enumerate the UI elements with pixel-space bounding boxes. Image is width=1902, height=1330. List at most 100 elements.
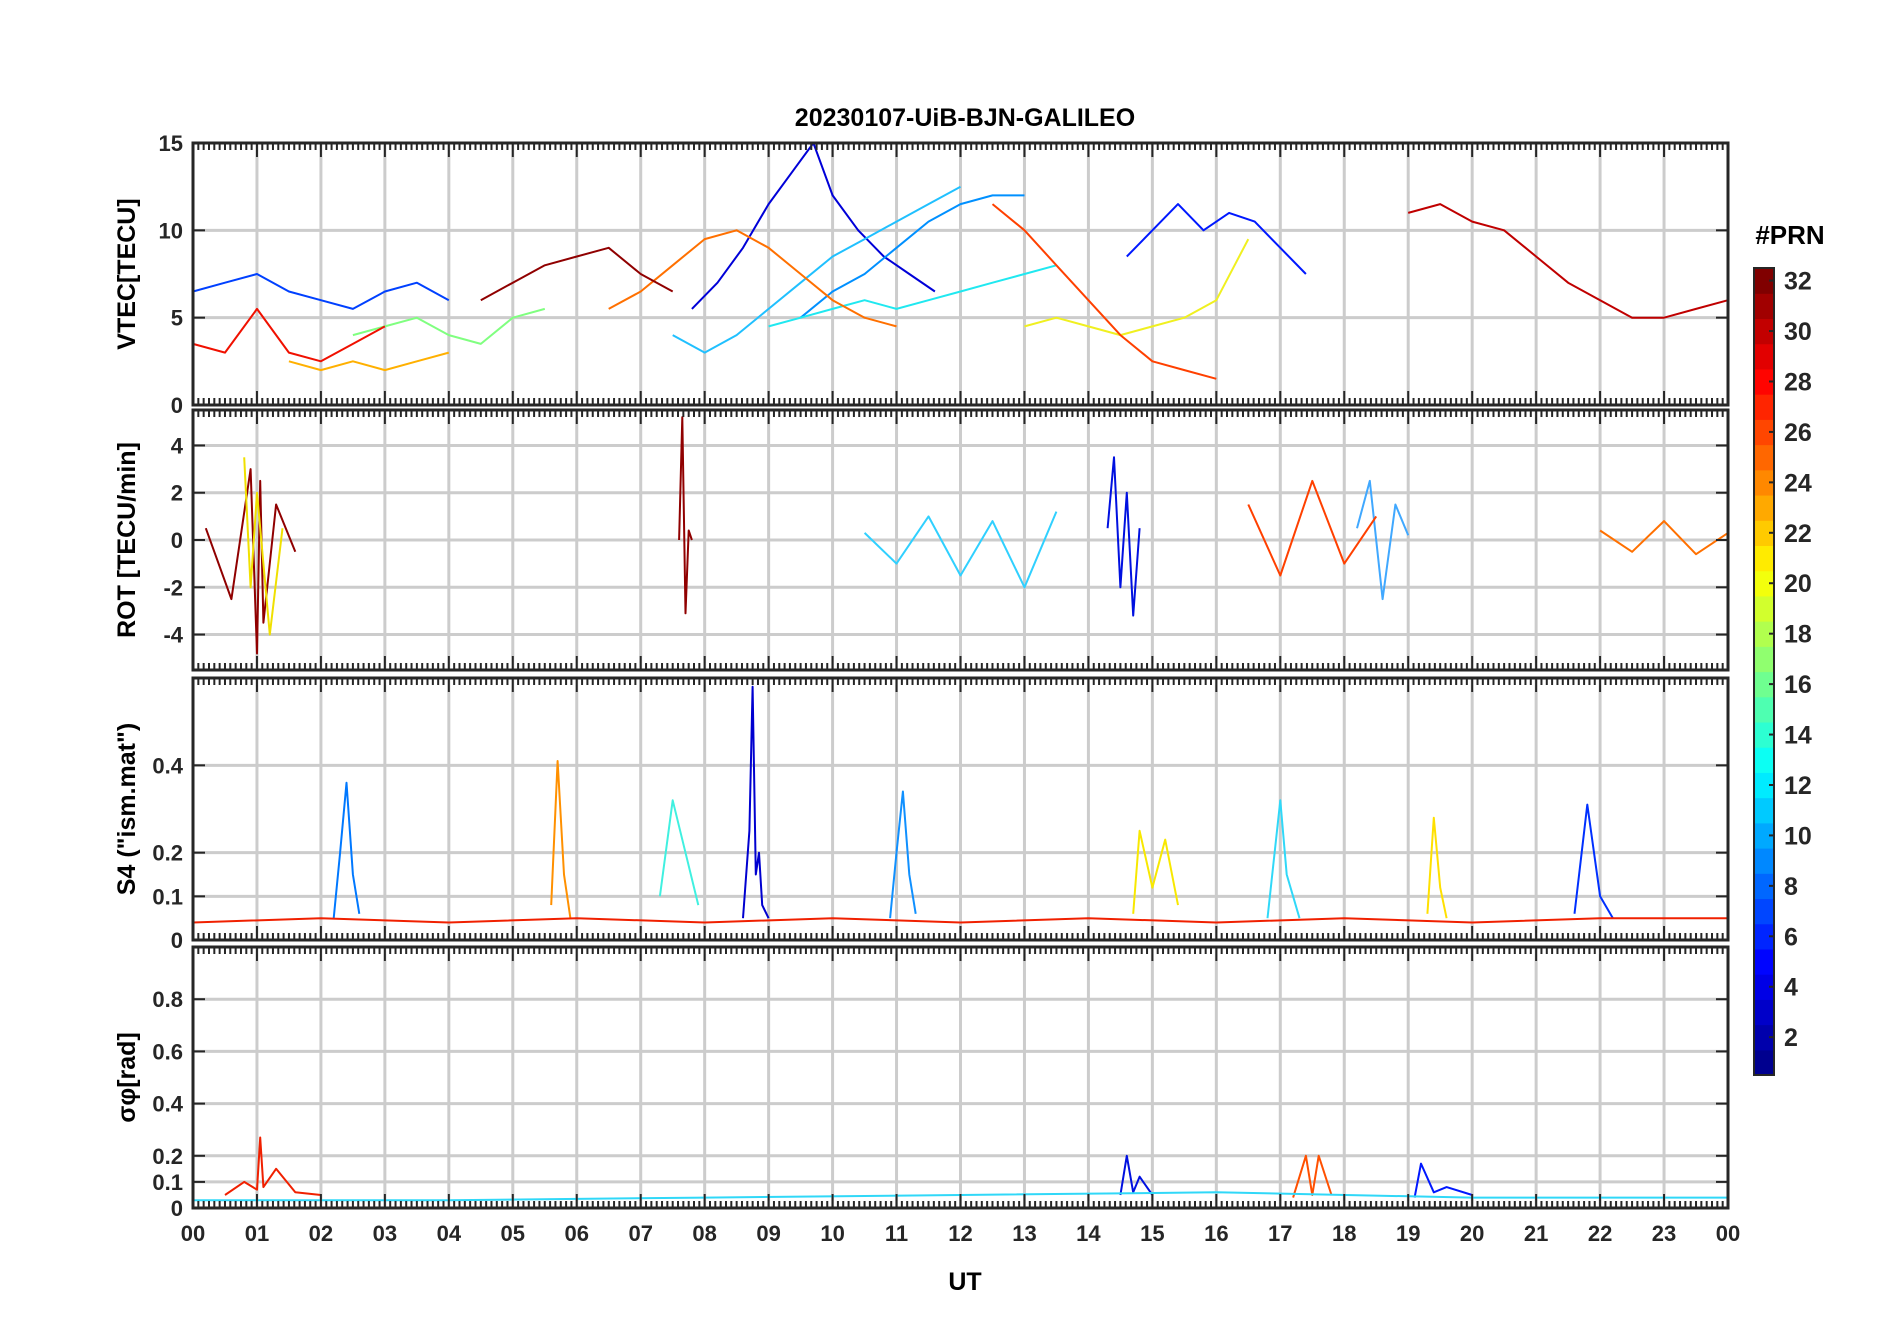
trace-prn-22 <box>288 351 450 372</box>
y-tick-label: 4 <box>171 433 184 458</box>
colorbar-tick-label: 6 <box>1784 923 1798 951</box>
y-axis-label-rot: ROT [TECU/min] <box>113 442 141 638</box>
trace-prn-4 <box>1413 1162 1473 1198</box>
x-tick-label: 23 <box>1652 1221 1676 1246</box>
colorbar-label: #PRN <box>1755 220 1824 250</box>
colorbar-segment <box>1754 923 1774 950</box>
x-tick-label: 05 <box>501 1221 525 1246</box>
colorbar-segment <box>1754 268 1774 294</box>
grid-sigma_phi <box>193 947 1728 1210</box>
grid-rot <box>193 410 1728 670</box>
y-tick-label: 0 <box>171 1196 183 1221</box>
y-tick-label: 0 <box>171 528 183 553</box>
colorbar-tick-label: 28 <box>1784 368 1812 396</box>
colorbar-segment <box>1754 293 1774 320</box>
trace-prn-22 <box>550 760 572 919</box>
trace-prn-26 <box>991 203 1217 380</box>
colorbar-segment <box>1754 696 1774 723</box>
trace-prn-3 <box>1106 456 1141 617</box>
trace-prn-28 <box>224 1136 322 1196</box>
y-tick-label: 0.1 <box>152 884 183 909</box>
colorbar-segment <box>1754 368 1774 395</box>
y-tick-label: 0.6 <box>152 1039 183 1064</box>
colorbar-segment <box>1754 671 1774 698</box>
colorbar-segment <box>1754 974 1774 1000</box>
colorbar-segment <box>1754 873 1774 900</box>
colorbar-tick-label: 10 <box>1784 822 1812 850</box>
x-tick-label: 10 <box>820 1221 844 1246</box>
y-axis-label-sigma_phi: σφ[rad] <box>113 1032 141 1123</box>
y-tick-label: 2 <box>171 481 183 506</box>
colorbar-tick-label: 12 <box>1784 772 1812 800</box>
grid-vtec <box>193 141 1728 407</box>
y-tick-label: 0.8 <box>152 987 183 1012</box>
y-tick-label: 0 <box>171 928 183 953</box>
minor-ticks <box>192 143 1729 405</box>
y-tick-label: 0.1 <box>152 1170 183 1195</box>
colorbar-segment <box>1754 822 1774 849</box>
x-tick-label: 19 <box>1396 1221 1420 1246</box>
trace-prn-26 <box>1247 479 1378 577</box>
colorbar-segment <box>1754 747 1774 773</box>
y-tick-label: 0.2 <box>152 841 183 866</box>
x-tick-label: 18 <box>1332 1221 1356 1246</box>
trace-prn-24 <box>608 229 897 328</box>
x-tick-label: 17 <box>1268 1221 1292 1246</box>
y-axis-label-vtec: VTEC[TECU] <box>113 198 141 349</box>
colorbar: 32 30 28 26 24 22 20 18 16 14 12 10 8 6 4 2 <box>1753 267 1812 1076</box>
colorbar-tick-label: 8 <box>1784 873 1798 901</box>
colorbar-segment <box>1754 444 1774 471</box>
panel-rot: -4 -2 0 2 4 ROT [TECU/min] <box>113 408 1730 672</box>
trace-prn-6 <box>192 273 450 310</box>
trace-prn-32 <box>204 468 297 655</box>
trace-prn-25 <box>1292 1154 1333 1198</box>
trace-prn-10 <box>1356 479 1410 601</box>
trace-prn-32 <box>678 416 693 615</box>
colorbar-segment <box>1754 848 1774 874</box>
x-tick-label: 20 <box>1460 1221 1484 1246</box>
colorbar-segment <box>1754 394 1774 420</box>
trace-prn-9 <box>799 194 1025 319</box>
x-tick-label: 16 <box>1204 1221 1228 1246</box>
chart-title: 20230107-UiB-BJN-GALILEO <box>795 104 1135 132</box>
trace-prn-28 <box>192 307 386 363</box>
trace-prn-11 <box>672 185 961 354</box>
x-tick-label: 15 <box>1140 1221 1164 1246</box>
colorbar-frame <box>1753 267 1775 1076</box>
colorbar-tick-label: 14 <box>1784 722 1812 750</box>
trace-prn-19 <box>1426 816 1448 919</box>
colorbar-segment <box>1754 948 1774 975</box>
colorbar-tick-label: 4 <box>1784 974 1798 1002</box>
minor-ticks <box>192 947 1729 1208</box>
panel-vtec: 0 5 10 15 VTEC[TECU] <box>113 131 1730 418</box>
trace-prn-13 <box>768 264 1057 328</box>
x-tick-labels: 00 01 02 03 04 05 06 07 08 09 10 11 12 13 14 15 16 17 18 19… <box>181 1221 1740 1246</box>
x-tick-label: 11 <box>885 1221 908 1246</box>
colorbar-segment <box>1754 343 1774 370</box>
colorbar-segment <box>1754 721 1774 748</box>
y-tick-label: 15 <box>159 131 183 156</box>
panel-sigma_phi: 00.10.2 0.4 0.6 0.8 σφ[rad] <box>113 945 1730 1221</box>
colorbar-segment <box>1754 318 1774 345</box>
trace-prn-24 <box>1599 520 1729 556</box>
y-tick-label: 0.2 <box>152 1144 183 1169</box>
colorbar-segment <box>1754 545 1774 572</box>
traces-vtec <box>192 142 1729 380</box>
grid-s4 <box>193 678 1728 942</box>
y-tick-label: 0.4 <box>152 753 183 778</box>
colorbar-segment <box>1754 1024 1774 1051</box>
panel-s4: 0 0.1 0.2 0.4 S4 ("ism.mat") <box>113 676 1730 953</box>
colorbar-tick-label: 26 <box>1784 419 1812 447</box>
y-tick-label: -4 <box>163 623 183 648</box>
trace-prn-4 <box>1126 203 1307 275</box>
x-tick-label: 12 <box>948 1221 972 1246</box>
x-tick-label: 02 <box>309 1221 333 1246</box>
trace-prn-12 <box>1266 799 1301 919</box>
trace-prn-28 <box>192 917 1728 924</box>
colorbar-tick-label: 22 <box>1784 520 1812 548</box>
colorbar-segment <box>1754 595 1774 622</box>
x-tick-label: 01 <box>245 1221 269 1246</box>
colorbar-segment <box>1754 772 1774 799</box>
x-tick-label: 00 <box>181 1221 205 1246</box>
x-tick-label: 13 <box>1012 1221 1036 1246</box>
